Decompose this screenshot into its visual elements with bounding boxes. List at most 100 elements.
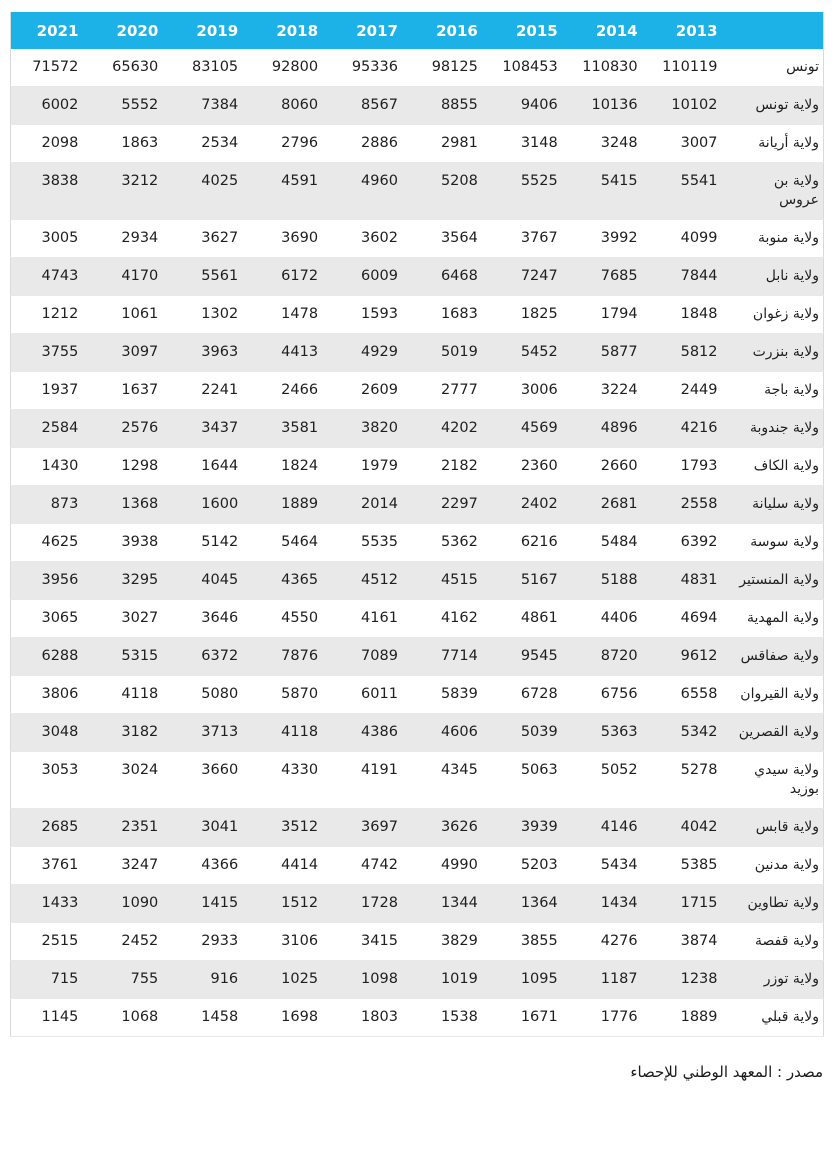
region-label: ولاية قبلي: [729, 998, 824, 1037]
value-cell: 1715: [649, 884, 730, 923]
region-label: ولاية المنستير: [729, 561, 824, 600]
table-row: 3806 4118 5080 5870 6011 5839 6728 6756 6558 ولاي…: [10, 675, 824, 714]
value-cell: 83105: [170, 49, 251, 87]
value-cell: 3838: [10, 162, 91, 220]
value-cell: 1458: [170, 998, 251, 1037]
value-cell: 715: [10, 960, 91, 999]
value-cell: 3248: [569, 124, 650, 163]
value-cell: 4162: [409, 599, 490, 638]
value-cell: 1538: [409, 998, 490, 1037]
table-row: 2515 2452 2933 3106 3415 3829 3855 4276 3874 ولاي…: [10, 922, 824, 961]
table-row: 1430 1298 1644 1824 1979 2182 2360 2660 1793 ولاي…: [10, 447, 824, 486]
value-cell: 5142: [170, 523, 251, 562]
value-cell: 1433: [10, 884, 91, 923]
value-cell: 3097: [90, 333, 171, 372]
value-cell: 1478: [250, 295, 331, 334]
region-label: ولاية القصرين: [729, 713, 824, 752]
value-cell: 4042: [649, 808, 730, 847]
value-cell: 4118: [250, 713, 331, 752]
value-cell: 9406: [489, 86, 570, 125]
value-cell: 1593: [330, 295, 410, 334]
value-cell: 7089: [330, 637, 410, 676]
value-cell: 3820: [330, 409, 410, 448]
value-cell: 5525: [489, 162, 570, 220]
value-cell: 2576: [90, 409, 171, 448]
value-cell: 4591: [250, 162, 331, 220]
value-cell: 3713: [170, 713, 251, 752]
value-cell: 5019: [409, 333, 490, 372]
table-row: 4625 3938 5142 5464 5535 5362 6216 5484 6392 ولاي…: [10, 523, 824, 562]
value-cell: 2934: [90, 219, 171, 258]
value-cell: 2515: [10, 922, 91, 961]
value-cell: 1937: [10, 371, 91, 410]
value-cell: 2241: [170, 371, 251, 410]
value-cell: 9545: [489, 637, 570, 676]
region-label: ولاية سليانة: [729, 485, 824, 524]
value-cell: 4550: [250, 599, 331, 638]
value-cell: 92800: [250, 49, 331, 87]
region-label: ولاية باجة: [729, 371, 824, 410]
table-row: 1145 1068 1458 1698 1803 1538 1671 1776 1889 ولاي…: [10, 998, 824, 1037]
value-cell: 4276: [569, 922, 650, 961]
table-row: 2584 2576 3437 3581 3820 4202 4569 4896 4216 ولاي…: [10, 409, 824, 448]
region-label: ولاية منوبة: [729, 219, 824, 258]
value-cell: 1212: [10, 295, 91, 334]
region-label: ولاية جندوبة: [729, 409, 824, 448]
value-cell: 2098: [10, 124, 91, 163]
table-row: 2685 2351 3041 3512 3697 3626 3939 4146 4042 ولاي…: [10, 808, 824, 847]
value-cell: 3212: [90, 162, 171, 220]
value-cell: 3065: [10, 599, 91, 638]
value-cell: 5188: [569, 561, 650, 600]
value-cell: 4191: [330, 751, 410, 809]
value-cell: 98125: [409, 49, 490, 87]
region-label: ولاية المهدية: [729, 599, 824, 638]
value-cell: 1430: [10, 447, 91, 486]
value-cell: 1776: [569, 998, 650, 1037]
value-cell: 8567: [330, 86, 410, 125]
value-cell: 755: [90, 960, 171, 999]
value-cell: 4330: [250, 751, 331, 809]
value-cell: 3007: [649, 124, 730, 163]
value-cell: 1889: [649, 998, 730, 1037]
value-cell: 916: [170, 960, 251, 999]
region-label: ولاية تطاوين: [729, 884, 824, 923]
value-cell: 6002: [10, 86, 91, 125]
value-cell: 6558: [649, 675, 730, 714]
value-cell: 3660: [170, 751, 251, 809]
value-cell: 2685: [10, 808, 91, 847]
value-cell: 1512: [250, 884, 331, 923]
value-cell: 6756: [569, 675, 650, 714]
table-row: 3065 3027 3646 4550 4161 4162 4861 4406 4694 ولاي…: [10, 599, 824, 638]
region-label: ولاية بن عروس: [729, 162, 824, 220]
value-cell: 10102: [649, 86, 730, 125]
value-cell: 4742: [330, 846, 410, 885]
value-cell: 4099: [649, 219, 730, 258]
value-cell: 1683: [409, 295, 490, 334]
table-header: 2021 2020 2019 2018 2017 2016 2015 2014 2013: [10, 12, 824, 49]
value-cell: 4025: [170, 162, 251, 220]
region-label: ولاية القيروان: [729, 675, 824, 714]
value-cell: 4118: [90, 675, 171, 714]
table-header-row: 2021 2020 2019 2018 2017 2016 2015 2014 2013: [10, 12, 824, 49]
value-cell: 110119: [649, 49, 730, 87]
value-cell: 4170: [90, 257, 171, 296]
value-cell: 65630: [90, 49, 171, 87]
value-cell: 5452: [489, 333, 570, 372]
value-cell: 1298: [90, 447, 171, 486]
value-cell: 1068: [90, 998, 171, 1037]
value-cell: 873: [10, 485, 91, 524]
value-cell: 3690: [250, 219, 331, 258]
value-cell: 3024: [90, 751, 171, 809]
value-cell: 5877: [569, 333, 650, 372]
value-cell: 5552: [90, 86, 171, 125]
value-cell: 1803: [330, 998, 410, 1037]
value-cell: 3646: [170, 599, 251, 638]
value-cell: 3106: [250, 922, 331, 961]
value-cell: 108453: [489, 49, 570, 87]
value-cell: 3697: [330, 808, 410, 847]
value-cell: 3148: [489, 124, 570, 163]
value-cell: 110830: [569, 49, 650, 87]
value-cell: 3627: [170, 219, 251, 258]
value-cell: 8060: [250, 86, 331, 125]
table-row: 1433 1090 1415 1512 1728 1344 1364 1434 1715 ولاي…: [10, 884, 824, 923]
